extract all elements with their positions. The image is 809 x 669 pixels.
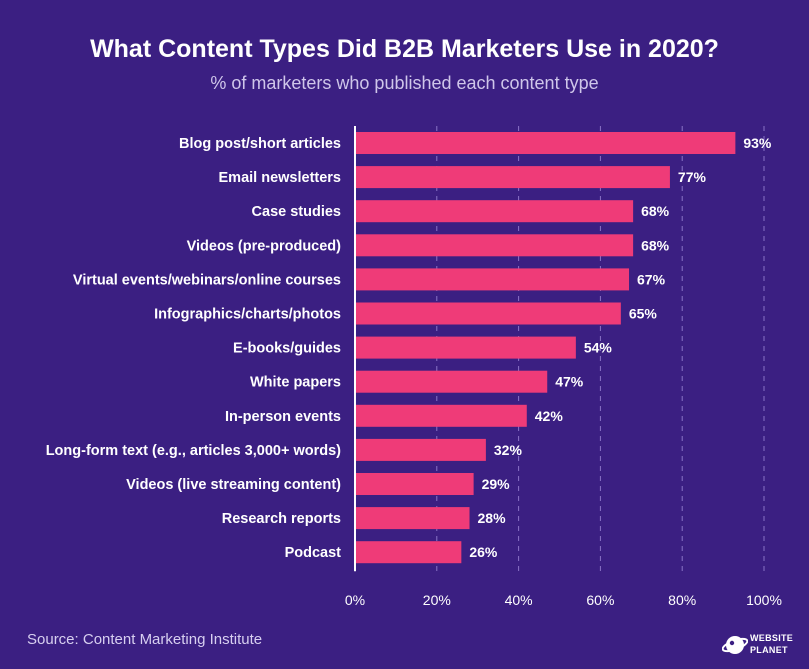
- bar: [355, 200, 634, 223]
- chart-subtitle: % of marketers who published each conten…: [210, 73, 599, 93]
- category-label: Email newsletters: [219, 170, 342, 186]
- data-label: 42%: [535, 408, 564, 424]
- x-tick-label: 20%: [423, 592, 451, 608]
- category-label: Virtual events/webinars/online courses: [73, 272, 341, 288]
- brand-word-2: PLANET: [750, 645, 788, 655]
- x-tick-label: 60%: [586, 592, 614, 608]
- category-label: Long-form text (e.g., articles 3,000+ wo…: [46, 443, 341, 459]
- bar: [355, 268, 630, 291]
- category-label: White papers: [250, 375, 341, 391]
- bar: [355, 541, 462, 564]
- x-tick-label: 80%: [668, 592, 696, 608]
- category-label: Podcast: [285, 545, 342, 561]
- bar: [355, 302, 621, 325]
- data-label: 65%: [629, 306, 658, 322]
- category-label: Infographics/charts/photos: [154, 307, 341, 323]
- website-planet-logo: WEBSITE PLANET: [722, 630, 797, 660]
- data-label: 28%: [478, 510, 507, 526]
- x-tick-label: 0%: [345, 592, 365, 608]
- data-label: 29%: [482, 476, 511, 492]
- data-label: 54%: [584, 340, 613, 356]
- chart-title: What Content Types Did B2B Marketers Use…: [90, 35, 719, 63]
- category-label: E-books/guides: [233, 341, 341, 357]
- data-label: 68%: [641, 203, 670, 219]
- bar: [355, 234, 634, 257]
- category-label: Case studies: [252, 204, 341, 220]
- category-label: Research reports: [222, 511, 341, 527]
- category-label: Videos (pre-produced): [187, 238, 342, 254]
- bar: [355, 166, 670, 189]
- bar: [355, 132, 736, 154]
- bar: [355, 473, 474, 495]
- data-label: 26%: [469, 544, 498, 560]
- bar: [355, 370, 548, 393]
- bar: [355, 438, 486, 461]
- data-label: 77%: [678, 169, 707, 185]
- data-label: 68%: [641, 237, 670, 253]
- source-note: Source: Content Marketing Institute: [27, 631, 263, 648]
- x-tick-label: 100%: [746, 592, 782, 608]
- x-tick-label: 40%: [505, 592, 533, 608]
- data-label: 47%: [555, 374, 584, 390]
- bar: [355, 404, 527, 427]
- bar: [355, 507, 470, 530]
- data-label: 93%: [743, 135, 772, 151]
- bar: [355, 336, 576, 359]
- planet-icon: [722, 636, 748, 654]
- category-label: Blog post/short articles: [179, 136, 341, 152]
- category-label: Videos (live streaming content): [126, 477, 341, 493]
- brand-word-1: WEBSITE: [750, 633, 794, 643]
- data-label: 67%: [637, 271, 666, 287]
- category-label: In-person events: [225, 409, 341, 425]
- data-label: 32%: [494, 442, 523, 458]
